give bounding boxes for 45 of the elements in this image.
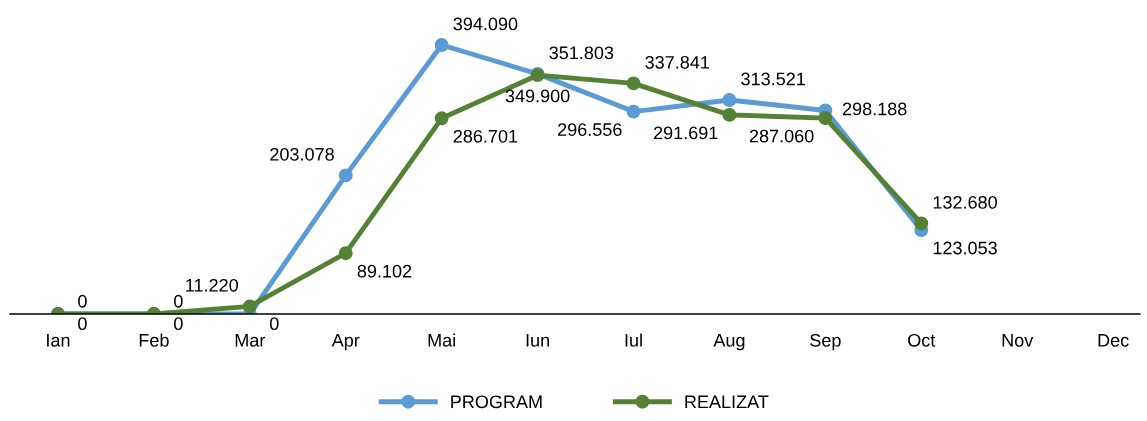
x-tick-label: Aug (713, 334, 745, 351)
data-label: 296.556 (558, 123, 622, 136)
data-label: 0 (269, 317, 279, 331)
data-label: 0 (78, 317, 87, 331)
data-label: 286.701 (453, 129, 518, 143)
data-label: 0 (174, 317, 183, 331)
x-tick-label: Nov (1002, 334, 1034, 347)
legend-label: PROGRAM (451, 395, 542, 409)
data-label: 11.220 (186, 278, 238, 292)
data-label: 337.841 (645, 55, 710, 69)
x-tick-label: Ian (47, 334, 70, 347)
legend-label: REALIZAT (685, 395, 769, 409)
data-label: 313.521 (741, 72, 805, 86)
x-tick-label: Mai (428, 333, 455, 347)
point (818, 111, 833, 126)
point (434, 111, 449, 126)
x-tick-label: Iul (625, 333, 642, 347)
data-label: 123.053 (933, 241, 997, 255)
data-label: 203.078 (270, 147, 334, 161)
point (434, 38, 449, 52)
x-tick-label: Dec (1098, 334, 1129, 347)
data-label: 132.680 (933, 195, 997, 209)
point (626, 76, 641, 91)
data-label: 291.691 (653, 126, 718, 140)
data-label: 89.102 (357, 264, 412, 278)
x-tick-label: Feb (139, 333, 169, 347)
x-tick-label: Sep (810, 333, 841, 351)
data-label: 351.803 (549, 46, 614, 60)
data-label: 287.060 (749, 129, 814, 143)
x-tick-label: Mar (235, 334, 266, 347)
point (722, 93, 737, 107)
point (242, 299, 257, 314)
x-tick-label: Oct (908, 333, 936, 347)
point (914, 216, 929, 231)
point (338, 246, 353, 261)
point (626, 104, 641, 119)
point (722, 107, 737, 122)
x-tick-label: Apr (331, 334, 360, 351)
data-label: 0 (174, 294, 183, 308)
x-tick-label: Iun (526, 334, 549, 347)
data-label: 298.188 (842, 102, 907, 116)
data-label: 394.090 (453, 17, 518, 31)
data-label: 0 (78, 294, 87, 308)
point (338, 168, 353, 183)
data-label: 349.900 (505, 89, 570, 103)
